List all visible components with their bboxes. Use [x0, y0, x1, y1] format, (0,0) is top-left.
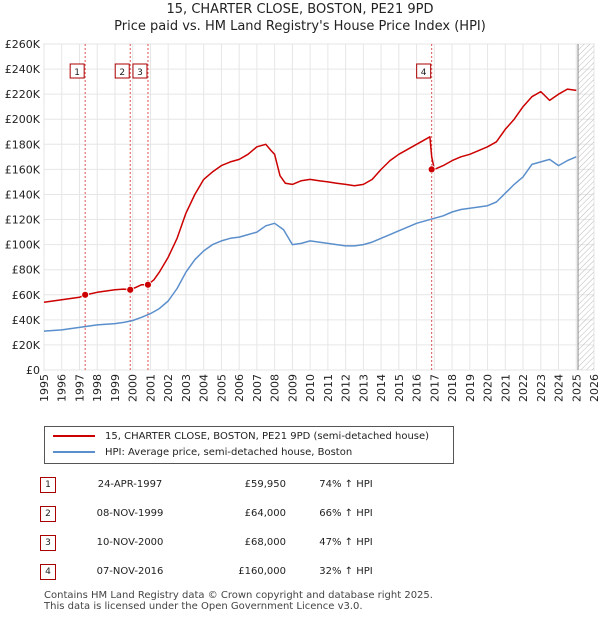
x-tick-label: 2026	[588, 374, 600, 402]
y-tick-label: £220K	[5, 88, 41, 101]
sale-price: £68,000	[244, 537, 286, 548]
sale-label-box	[114, 63, 130, 79]
footer-copyright: Contains HM Land Registry data © Crown c…	[44, 590, 433, 601]
sale-label-box	[416, 63, 432, 79]
x-tick-label: 2020	[482, 374, 495, 402]
sale-label-number: 4	[421, 68, 427, 78]
sale-price: £64,000	[244, 508, 286, 519]
y-tick-label: £100K	[5, 239, 41, 252]
x-tick-label: 2015	[393, 374, 406, 402]
x-tick-label: 2022	[517, 374, 530, 402]
x-tick-label: 2012	[340, 374, 353, 402]
x-tick-label: 2016	[411, 374, 424, 402]
x-tick-label: 2009	[286, 374, 299, 402]
sale-hpi-change: 74% ↑ HPI	[319, 479, 373, 490]
plot-area	[43, 43, 595, 371]
chart-title: 15, CHARTER CLOSE, BOSTON, PE21 9PD	[166, 2, 434, 17]
sale-number-badge: 2	[40, 505, 56, 522]
sale-number-badge: 4	[40, 563, 56, 580]
x-tick-label: 1996	[56, 374, 69, 402]
sale-date: 08-NOV-1999	[96, 508, 164, 519]
y-tick-label: £40K	[12, 314, 41, 327]
x-tick-label: 2013	[357, 374, 370, 402]
sale-hpi-change: 66% ↑ HPI	[319, 508, 373, 519]
sale-date: 10-NOV-2000	[96, 537, 164, 548]
sale-point	[427, 165, 436, 174]
y-tick-label: £240K	[5, 63, 41, 76]
footer-licence: This data is licensed under the Open Gov…	[44, 601, 363, 612]
sale-point	[126, 285, 135, 294]
x-tick-label: 2000	[127, 374, 140, 402]
x-tick-label: 2002	[162, 374, 175, 402]
x-tick-label: 1997	[73, 374, 86, 402]
x-tick-label: 2021	[499, 374, 512, 402]
y-tick-label: £0	[26, 364, 40, 377]
x-tick-label: 2025	[570, 374, 583, 402]
legend-swatch-hpi	[53, 451, 95, 453]
sale-label-box	[69, 63, 85, 79]
footer: Contains HM Land Registry data © Crown c…	[44, 590, 433, 612]
sale-hpi-change: 47% ↑ HPI	[319, 537, 373, 548]
price-chart: 1 2 3 4 £0 £20K £40K £60K £80K £100K £120K £140K £1…	[5, 38, 600, 402]
x-tick-label: 2004	[198, 374, 211, 402]
x-tick-label: 1999	[109, 374, 122, 402]
sale-price: £160,000	[238, 566, 286, 577]
x-tick-label: 2003	[180, 374, 193, 402]
x-tick-label: 2014	[375, 374, 388, 402]
x-tick-label: 2005	[215, 374, 228, 402]
sale-date: 07-NOV-2016	[96, 566, 164, 577]
legend-item-property: 15, CHARTER CLOSE, BOSTON, PE21 9PD (sem…	[53, 430, 429, 444]
x-tick-label: 2011	[322, 374, 335, 402]
x-tick-label: 2019	[464, 374, 477, 402]
sale-label-number: 1	[74, 68, 80, 78]
y-tick-label: £180K	[5, 138, 41, 151]
forecast-region	[578, 44, 594, 370]
sale-number-badge: 3	[40, 534, 56, 551]
sales-table: 1 24-APR-1997 £59,950 74% ↑ HPI 2 08-NOV…	[40, 470, 406, 586]
x-tick-label: 2024	[553, 374, 566, 402]
y-tick-label: £20K	[12, 339, 41, 352]
x-tick-label: 2010	[304, 374, 317, 402]
y-tick-label: £80K	[12, 264, 41, 277]
y-tick-label: £140K	[5, 188, 41, 201]
sale-point	[81, 290, 90, 299]
table-row: 4 07-NOV-2016 £160,000 32% ↑ HPI	[40, 557, 406, 586]
legend-item-hpi: HPI: Average price, semi-detached house,…	[53, 446, 352, 460]
sale-label-number: 3	[137, 68, 143, 78]
chart-subtitle: Price paid vs. HM Land Registry's House …	[114, 19, 486, 34]
sale-hpi-change: 32% ↑ HPI	[319, 566, 373, 577]
sale-label-number: 2	[119, 68, 125, 78]
sale-point	[144, 280, 152, 289]
y-tick-label: £260K	[5, 38, 41, 51]
table-row: 3 10-NOV-2000 £68,000 47% ↑ HPI	[40, 528, 406, 557]
hpi-series-line	[43, 156, 577, 332]
table-row: 1 24-APR-1997 £59,950 74% ↑ HPI	[40, 470, 406, 499]
x-tick-label: 1998	[91, 374, 104, 402]
sale-date: 24-APR-1997	[97, 479, 163, 490]
x-tick-label: 2001	[144, 374, 157, 402]
y-tick-label: £60K	[12, 289, 41, 302]
legend-label-hpi: HPI: Average price, semi-detached house,…	[105, 447, 353, 458]
x-tick-label: 1995	[38, 374, 51, 402]
y-tick-label: £200K	[5, 113, 41, 126]
y-tick-label: £160K	[5, 163, 41, 176]
legend-swatch-property	[53, 435, 95, 437]
sale-label-box	[132, 63, 148, 79]
x-tick-label: 2017	[428, 374, 441, 402]
legend: 15, CHARTER CLOSE, BOSTON, PE21 9PD (sem…	[44, 426, 454, 464]
x-tick-label: 2018	[446, 374, 459, 402]
x-tick-label: 2008	[269, 374, 282, 402]
sale-number-badge: 1	[40, 476, 56, 493]
sale-price: £59,950	[244, 479, 286, 490]
x-tick-label: 2006	[233, 374, 246, 402]
x-tick-label: 2023	[535, 374, 548, 402]
legend-label-property: 15, CHARTER CLOSE, BOSTON, PE21 9PD (sem…	[105, 431, 430, 442]
x-tick-label: 2007	[251, 374, 264, 402]
table-row: 2 08-NOV-1999 £64,000 66% ↑ HPI	[40, 499, 406, 528]
y-tick-label: £120K	[5, 214, 41, 227]
